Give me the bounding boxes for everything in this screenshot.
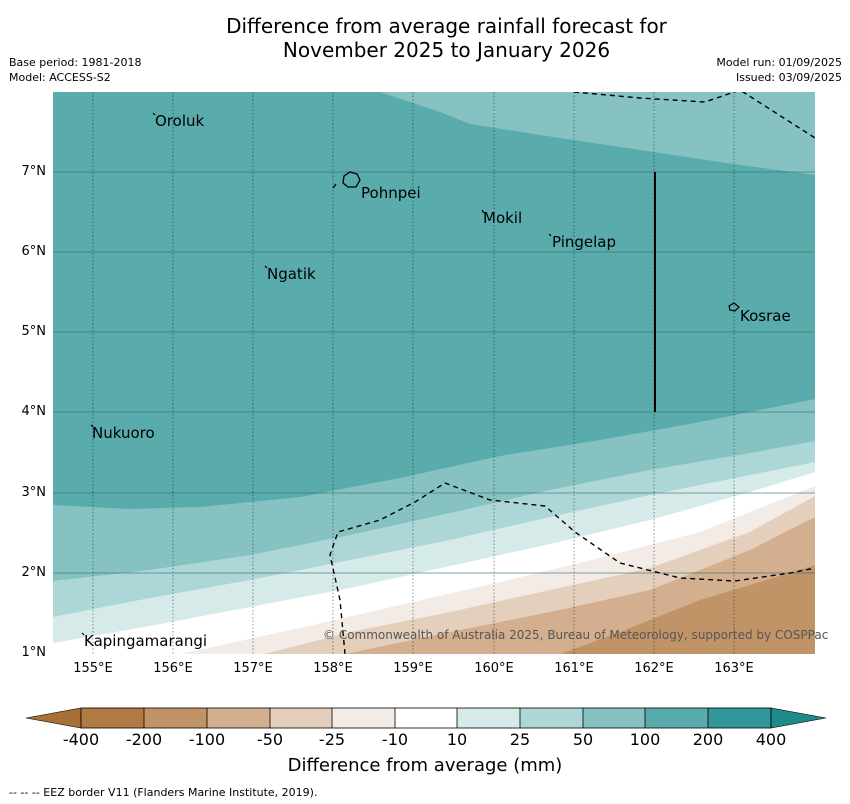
colorbar-tick: -100 xyxy=(188,730,226,749)
colorbar-tick: 100 xyxy=(629,730,661,749)
colorbar-outline xyxy=(80,707,772,729)
colorbar-swatch xyxy=(583,708,645,728)
latitude-lines xyxy=(53,171,815,574)
colorbar-tick: -400 xyxy=(62,730,100,749)
colorbar-swatch xyxy=(395,708,457,728)
band-minus100-200 xyxy=(560,565,815,654)
colorbar xyxy=(25,707,827,729)
colorbar-tick: -200 xyxy=(125,730,163,749)
atoll-markers xyxy=(81,112,552,636)
eez-border xyxy=(329,92,815,654)
lat-label: 7°N xyxy=(21,164,47,179)
colorbar-dividers xyxy=(143,708,709,728)
colorbar-swatch xyxy=(81,708,144,728)
place-mokil: Mokil xyxy=(483,209,523,227)
issued-date: Issued: 03/09/2025 xyxy=(735,71,842,84)
colorbar-tick: -10 xyxy=(381,730,409,749)
lat-label: 6°N xyxy=(21,244,47,259)
pohnpei-island xyxy=(342,171,361,188)
colorbar-swatch xyxy=(207,708,270,728)
colorbar-tick: 50 xyxy=(572,730,594,749)
place-ngatik: Ngatik xyxy=(267,265,316,283)
lat-label: 2°N xyxy=(21,565,47,580)
colorbar-low-arrow xyxy=(25,707,82,729)
chart-title: Difference from average rainfall forecas… xyxy=(0,14,850,62)
meta-left: Base period: 1981-2018 Model: ACCESS-S2 xyxy=(9,55,141,85)
model-run: Model run: 01/09/2025 xyxy=(716,56,842,69)
lon-label: 155°E xyxy=(73,661,113,676)
colorbar-swatch xyxy=(332,708,395,728)
model-name: Model: ACCESS-S2 xyxy=(9,71,111,84)
colorbar-swatch xyxy=(645,708,708,728)
colorbar-tick: 25 xyxy=(509,730,531,749)
lat-label: 5°N xyxy=(21,324,47,339)
colorbar-tick: -25 xyxy=(318,730,346,749)
lon-label: 158°E xyxy=(313,661,353,676)
colorbar-tick: 400 xyxy=(755,730,787,749)
lon-label: 157°E xyxy=(233,661,273,676)
title-line-1: Difference from average rainfall forecas… xyxy=(226,14,667,38)
colorbar-tick: 10 xyxy=(446,730,468,749)
lon-label: 161°E xyxy=(554,661,594,676)
place-oroluk: Oroluk xyxy=(155,112,205,130)
copyright-notice: © Commonwealth of Australia 2025, Bureau… xyxy=(323,628,829,642)
place-pingelap: Pingelap xyxy=(552,233,617,251)
lon-label: 159°E xyxy=(393,661,433,676)
lon-label: 163°E xyxy=(714,661,754,676)
base-period: Base period: 1981-2018 xyxy=(9,56,142,69)
band-50-100-north xyxy=(380,92,815,175)
colorbar-swatch xyxy=(708,708,771,728)
map-field xyxy=(53,92,815,654)
title-line-2: November 2025 to January 2026 xyxy=(282,38,611,62)
place-kapingamarangi: Kapingamarangi xyxy=(84,632,208,650)
lon-label: 160°E xyxy=(474,661,514,676)
colorbar-tick: -50 xyxy=(256,730,284,749)
colorbar-swatch xyxy=(270,708,332,728)
lat-label: 3°N xyxy=(21,485,47,500)
place-nukuoro: Nukuoro xyxy=(92,424,155,442)
colorbar-tick: 200 xyxy=(692,730,724,749)
place-kosrae: Kosrae xyxy=(740,307,791,325)
colorbar-swatch xyxy=(520,708,583,728)
eez-footnote: -- -- -- EEZ border V11 (Flanders Marine… xyxy=(9,786,318,799)
colorbar-swatch xyxy=(457,708,520,728)
kosrae-island xyxy=(728,302,740,312)
lat-label: 1°N xyxy=(21,645,47,660)
colorbar-swatch xyxy=(144,708,207,728)
lon-label: 156°E xyxy=(153,661,193,676)
meta-right: Model run: 01/09/2025 Issued: 03/09/2025 xyxy=(716,55,842,85)
colorbar-title: Difference from average (mm) xyxy=(287,755,563,776)
lat-label: 4°N xyxy=(21,404,47,419)
place-pohnpei: Pohnpei xyxy=(361,184,421,202)
lon-label: 162°E xyxy=(634,661,674,676)
colorbar-high-arrow xyxy=(770,707,827,729)
